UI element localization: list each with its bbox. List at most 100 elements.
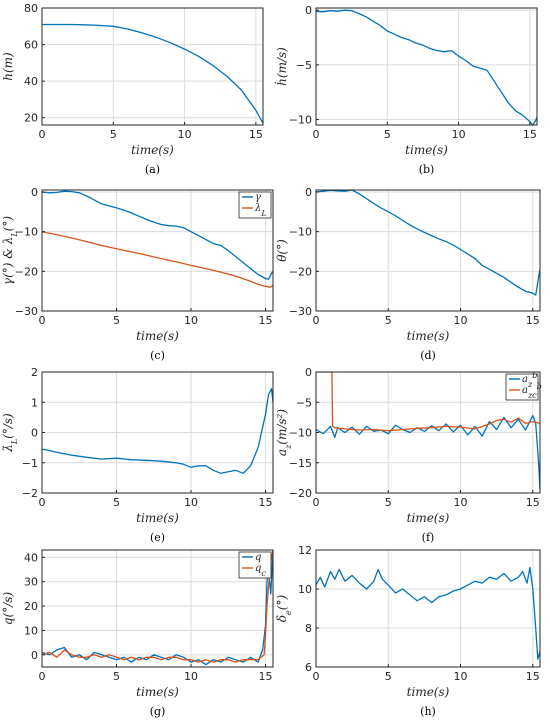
y-tick-label: 0 bbox=[305, 366, 312, 379]
x-tick-label: 15 bbox=[259, 670, 273, 683]
y-tick-label: −15 bbox=[289, 457, 312, 470]
y-tick-label: 6 bbox=[305, 661, 312, 674]
y-axis-label: ḣ(m/s) bbox=[273, 47, 289, 86]
y-tick-label: 40 bbox=[24, 551, 38, 564]
y-tick-label: 0 bbox=[305, 4, 312, 17]
legend-label: γ bbox=[255, 192, 261, 203]
x-tick-label: 5 bbox=[385, 314, 392, 327]
x-tick-label: 10 bbox=[184, 496, 198, 509]
axes-box bbox=[315, 7, 538, 126]
y-tick-label: 10 bbox=[24, 624, 38, 637]
y-tick-label: −10 bbox=[289, 427, 312, 440]
y-tick-label: 0 bbox=[31, 186, 38, 199]
series-line-1 bbox=[42, 190, 273, 280]
panel-caption: (e) bbox=[150, 531, 165, 544]
axes-box bbox=[315, 549, 541, 668]
panel-caption: (f) bbox=[422, 531, 435, 544]
y-tick-label: 0 bbox=[31, 649, 38, 662]
x-tick-label: 10 bbox=[454, 314, 468, 327]
y-tick-label: −20 bbox=[289, 265, 312, 278]
panel-f: 0 5 10 15 0 −5 −10 −15 −20 time(s) az(m/s²) (f) azba… bbox=[275, 366, 542, 544]
panel-b: 0 5 10 15 0 −5 −10 time(s) ḣ(m/s) (b) bbox=[273, 4, 538, 176]
x-tick-label: 10 bbox=[178, 128, 192, 141]
y-axis-label: h(m) bbox=[1, 52, 15, 81]
x-axis-label: time(s) bbox=[407, 511, 450, 525]
x-tick-label: 15 bbox=[259, 496, 273, 509]
x-tick-label: 0 bbox=[313, 670, 320, 683]
x-tick-label: 5 bbox=[113, 496, 120, 509]
series-line-2 bbox=[42, 550, 273, 663]
x-tick-label: 10 bbox=[184, 314, 198, 327]
y-tick-label: 80 bbox=[24, 2, 38, 15]
y-tick-label: −10 bbox=[15, 226, 38, 239]
series-line-1 bbox=[42, 387, 273, 474]
series-line-1 bbox=[316, 414, 540, 491]
y-tick-label: 12 bbox=[298, 544, 312, 557]
y-axis-label: q(°/s) bbox=[1, 592, 15, 626]
x-tick-label: 5 bbox=[385, 496, 392, 509]
y-tick-label: 2 bbox=[31, 366, 38, 379]
x-tick-label: 0 bbox=[39, 314, 46, 327]
panel-a: 0 5 10 15 20 40 60 80 time(s) h(m) (a) bbox=[1, 2, 264, 176]
y-axis-label: δe(°) bbox=[275, 595, 293, 623]
y-tick-label: −20 bbox=[15, 265, 38, 278]
y-tick-label: −10 bbox=[289, 114, 312, 127]
x-tick-label: 5 bbox=[384, 128, 391, 141]
y-axis-label: az(m/s²) bbox=[275, 409, 293, 456]
x-tick-label: 5 bbox=[113, 670, 120, 683]
y-tick-label: −30 bbox=[289, 305, 312, 318]
y-tick-label: −2 bbox=[22, 487, 38, 500]
series-line-1 bbox=[316, 9, 537, 125]
x-tick-label: 10 bbox=[452, 128, 466, 141]
x-tick-label: 0 bbox=[313, 128, 320, 141]
x-axis-label: time(s) bbox=[136, 329, 179, 343]
panel-caption: (c) bbox=[150, 349, 165, 362]
y-tick-label: 40 bbox=[24, 75, 38, 88]
x-tick-label: 0 bbox=[313, 496, 320, 509]
x-tick-label: 15 bbox=[526, 670, 540, 683]
x-axis-label: time(s) bbox=[136, 685, 179, 699]
y-tick-label: 0 bbox=[31, 427, 38, 440]
x-tick-label: 0 bbox=[39, 670, 46, 683]
y-tick-label: 30 bbox=[24, 576, 38, 589]
x-tick-label: 0 bbox=[39, 496, 46, 509]
y-tick-label: 8 bbox=[305, 622, 312, 635]
x-tick-label: 15 bbox=[526, 496, 540, 509]
legend-label: λL bbox=[254, 203, 267, 218]
x-tick-label: 10 bbox=[454, 496, 468, 509]
axes-box bbox=[41, 7, 264, 126]
legend-label: azb bbox=[522, 371, 537, 389]
y-tick-label: −20 bbox=[289, 487, 312, 500]
legend-label: q bbox=[255, 552, 261, 563]
y-tick-label: −10 bbox=[289, 226, 312, 239]
y-tick-label: −5 bbox=[296, 396, 312, 409]
y-tick-label: 0 bbox=[305, 186, 312, 199]
axes-box bbox=[41, 189, 274, 312]
panel-c: 0 5 10 15 0 −10 −20 −30 time(s) γ(°) & λL(°) (c) γλ… bbox=[1, 186, 274, 362]
x-tick-label: 15 bbox=[523, 128, 537, 141]
y-axis-label: λ̇L(°/s) bbox=[1, 413, 19, 453]
series-line-2 bbox=[316, 372, 540, 432]
series-line-2 bbox=[42, 231, 273, 288]
x-tick-label: 0 bbox=[313, 314, 320, 327]
y-tick-label: 10 bbox=[298, 583, 312, 596]
x-axis-label: time(s) bbox=[131, 143, 174, 157]
legend-label: qc bbox=[255, 563, 266, 578]
x-tick-label: 0 bbox=[39, 128, 46, 141]
panel-h: 0 5 10 15 6 8 10 12 time(s) δe(°) (h) bbox=[275, 544, 541, 718]
series-line-1 bbox=[316, 566, 540, 660]
panel-caption: (a) bbox=[145, 163, 160, 176]
panel-caption: (b) bbox=[419, 163, 435, 176]
panel-caption: (d) bbox=[420, 349, 436, 362]
series-line-1 bbox=[316, 190, 540, 296]
panel-caption: (g) bbox=[150, 705, 166, 718]
axes-box bbox=[315, 189, 541, 312]
panel-caption: (h) bbox=[420, 705, 436, 718]
x-tick-label: 5 bbox=[110, 128, 117, 141]
axes-box bbox=[41, 549, 274, 668]
panel-g: 0 5 10 15 0 10 20 30 40 time(s) q(°/s) (g) qqc bbox=[1, 549, 274, 718]
panel-d: 0 5 10 15 0 −10 −20 −30 time(s) θ(°) (d) bbox=[275, 186, 541, 362]
x-tick-label: 15 bbox=[259, 314, 273, 327]
